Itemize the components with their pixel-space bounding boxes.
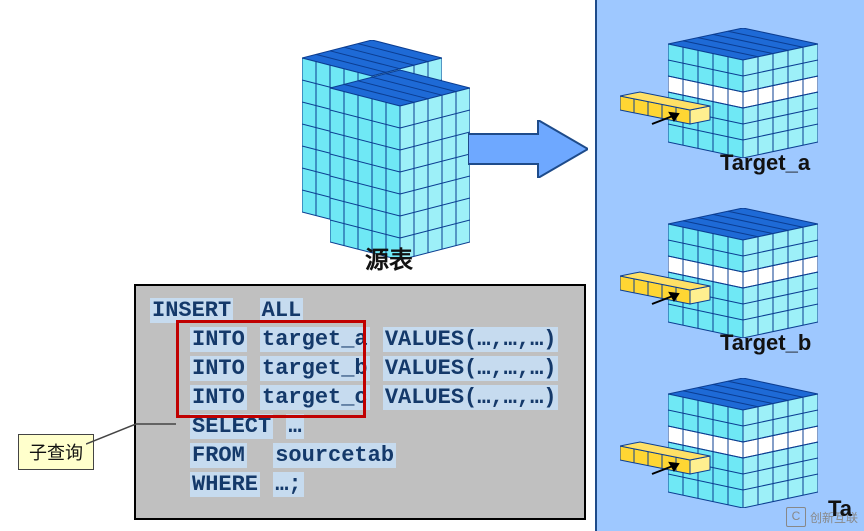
- callout-label: 子查询: [29, 443, 83, 463]
- source-table-front: [330, 70, 470, 265]
- callout-tail-icon: [86, 420, 186, 450]
- code-line: FROM sourcetab: [150, 441, 570, 470]
- into-targets-highlight: [176, 320, 366, 418]
- target-label: Ta: [828, 496, 852, 522]
- code-line: WHERE …;: [150, 470, 570, 499]
- target-label: Target_b: [720, 330, 811, 356]
- source-label: 源表: [365, 240, 413, 275]
- subquery-callout: 子查询: [18, 434, 94, 470]
- target-label: Target_a: [720, 150, 810, 176]
- insert-row-icon: [620, 266, 730, 315]
- flow-arrow-icon: [468, 120, 588, 183]
- insert-row-icon: [620, 86, 730, 135]
- diagram-canvas: 源表 INSERT ALLINTO target_a VALUES(…,…,…)…: [0, 0, 864, 531]
- insert-row-icon: [620, 436, 730, 485]
